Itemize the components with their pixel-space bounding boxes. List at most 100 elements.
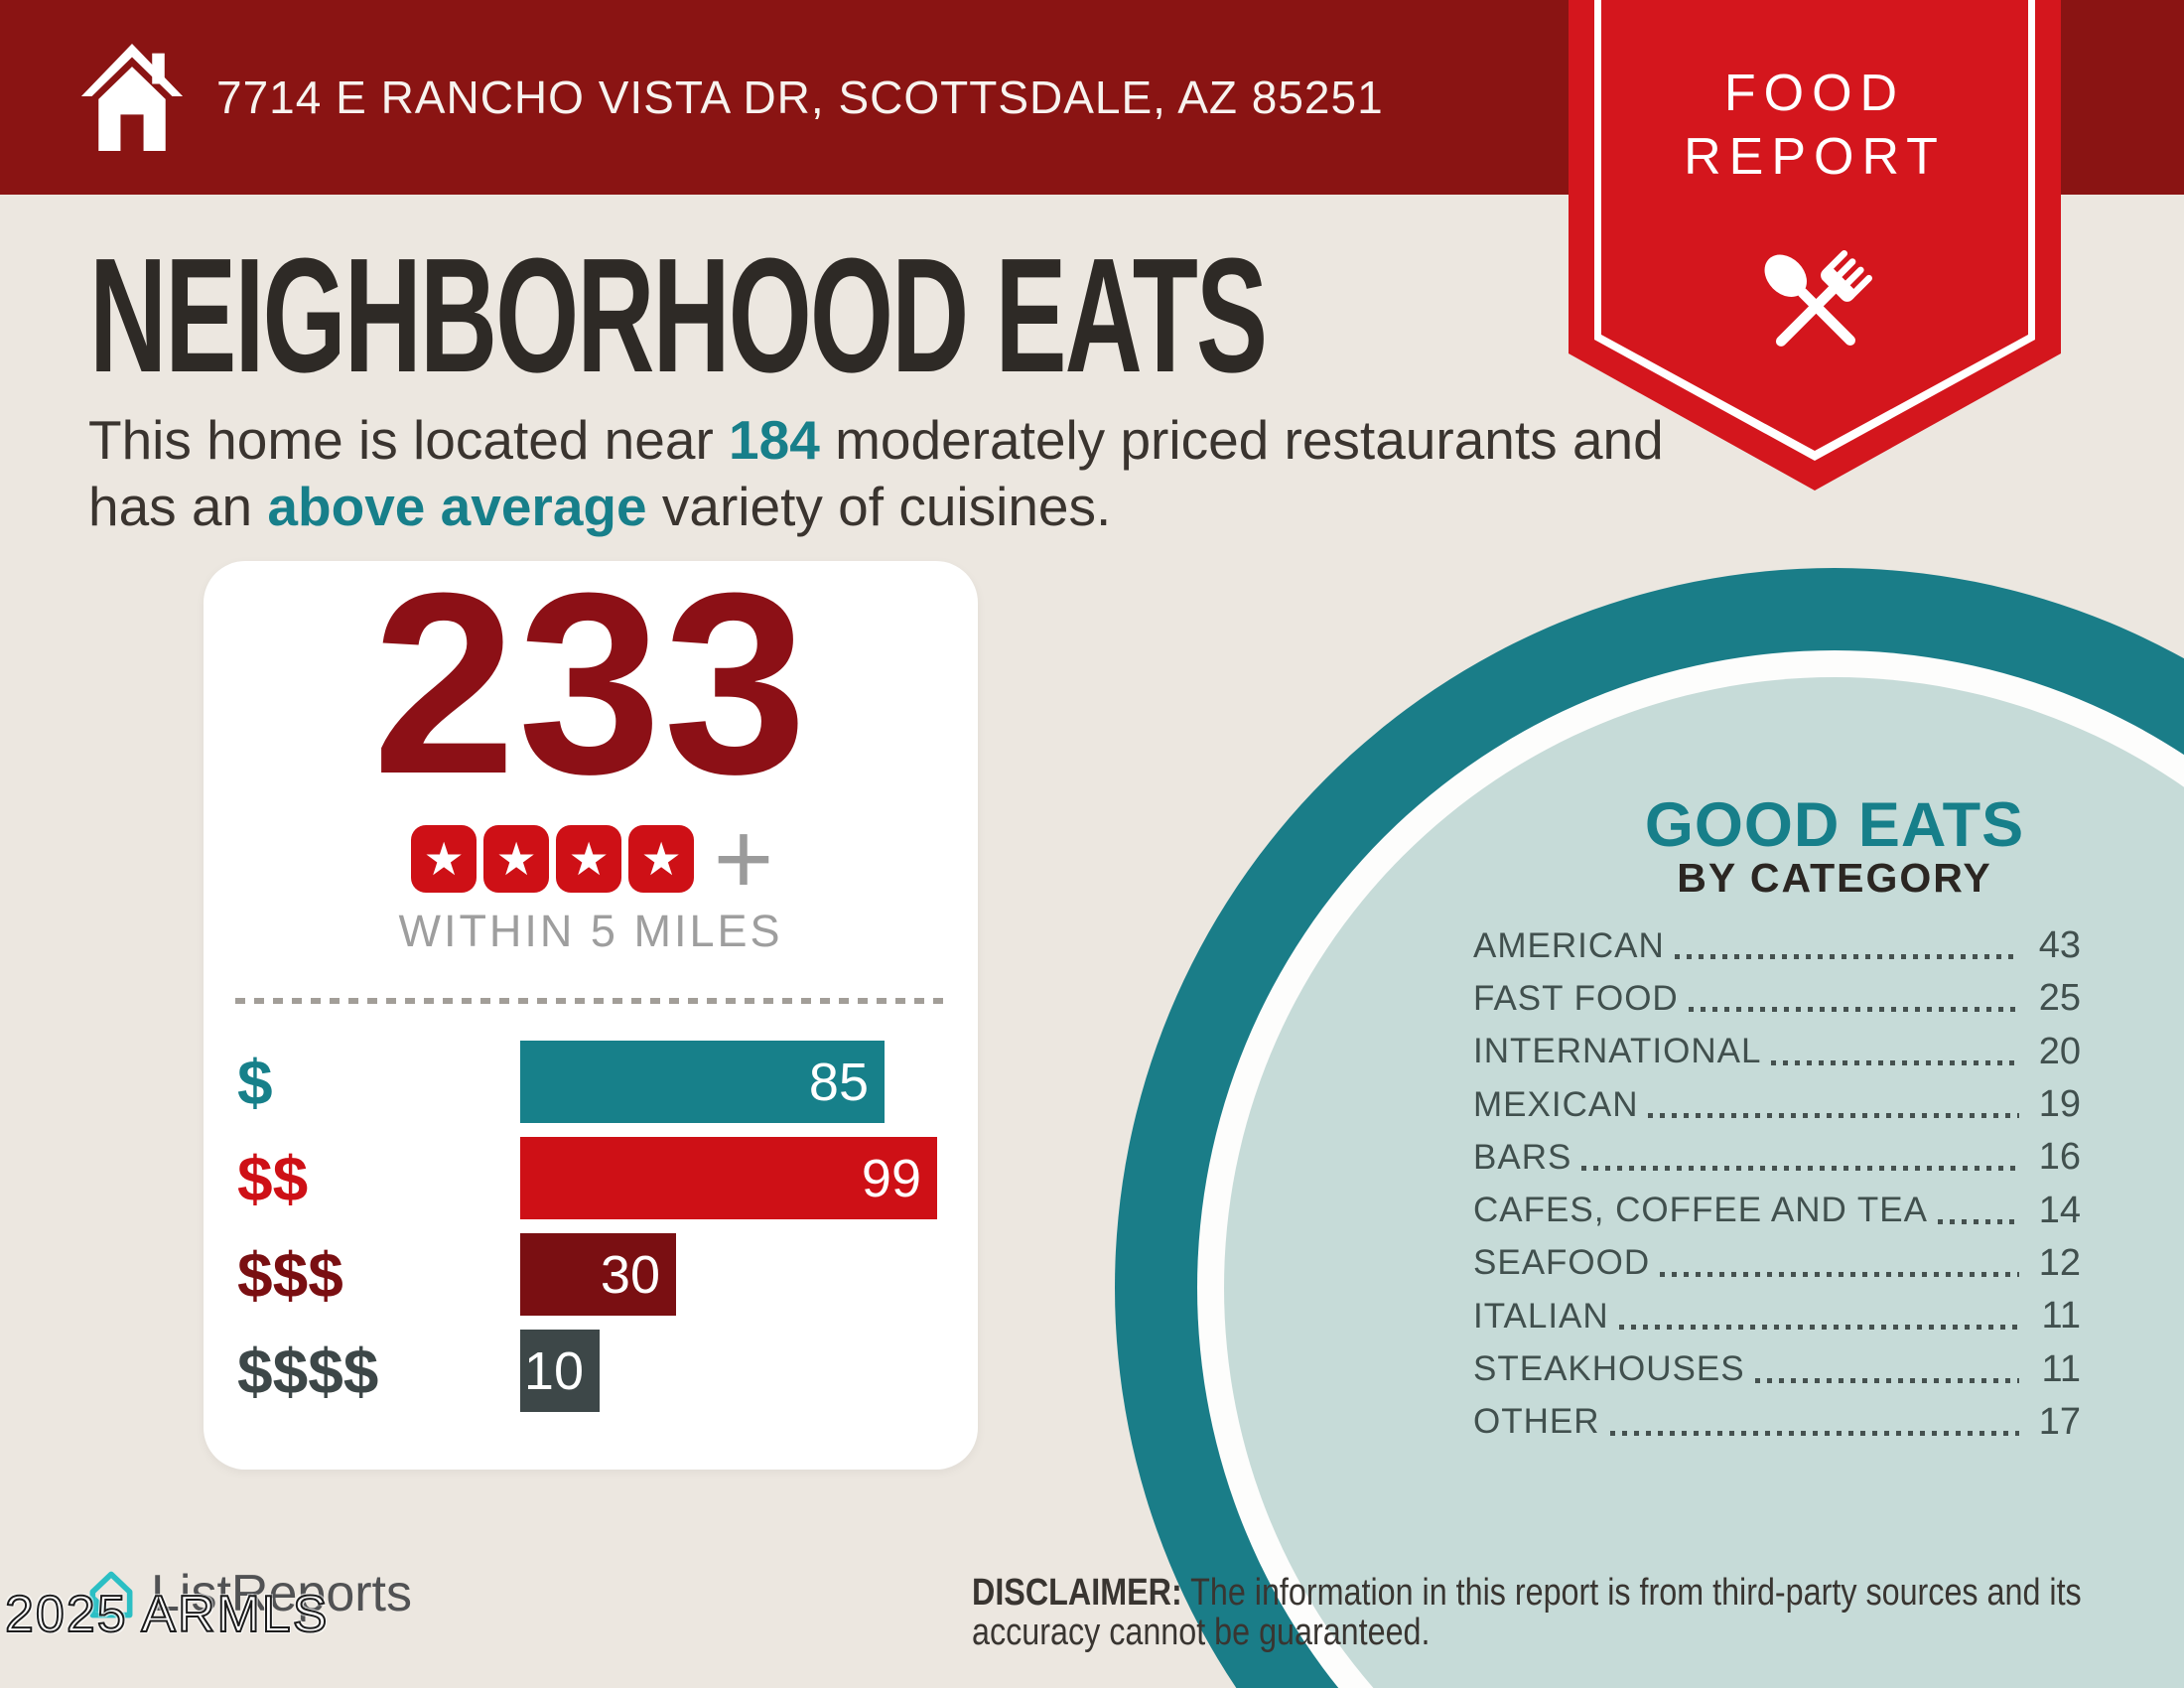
category-count: 14 — [2038, 1189, 2081, 1231]
ribbon-title: FOOD REPORT — [1569, 62, 2061, 189]
subtitle-line1: This home is located near 184 moderately… — [88, 407, 1664, 474]
price-bar-row: $$ 99 — [204, 1137, 978, 1219]
dotted-leader — [1674, 954, 2019, 960]
bar-value: 10 — [523, 1340, 584, 1401]
category-row: FAST FOOD 25 — [1473, 972, 2081, 1025]
spoon-fork-icon — [1764, 249, 1872, 347]
category-row: SEAFOOD 12 — [1473, 1237, 2081, 1290]
bar-value: 99 — [861, 1148, 921, 1208]
listreports-house-icon — [89, 1571, 133, 1618]
price-bar-row: $85 — [204, 1041, 978, 1123]
bar-track: 85 — [520, 1041, 938, 1123]
category-label: BARS — [1473, 1137, 1572, 1177]
category-row: OTHER 17 — [1473, 1396, 2081, 1449]
category-list: AMERICAN 43 FAST FOOD 25 INTERNATIONAL 20 MEXI… — [1473, 919, 2081, 1449]
price-tier-label: $ — [237, 1046, 273, 1118]
category-row: ITALIAN 11 — [1473, 1290, 2081, 1342]
category-count: 11 — [2041, 1347, 2081, 1390]
category-row: AMERICAN 43 — [1473, 919, 2081, 972]
bar-value: 85 — [808, 1052, 869, 1112]
bar-fill: 30 — [520, 1233, 676, 1316]
good-eats-subtitle: BY CATEGORY — [1677, 855, 1992, 901]
dotted-leader — [1618, 1325, 2019, 1331]
price-tier-label: $$$ — [237, 1238, 343, 1311]
disclaimer-label: DISCLAIMER: — [972, 1572, 1182, 1614]
dotted-leader — [1581, 1166, 2019, 1172]
category-label: STEAKHOUSES — [1473, 1349, 1745, 1389]
total-restaurant-count: 233 — [372, 540, 809, 828]
price-bars: $85 $$ 99 $$$ 30 $$$$ 10 — [204, 1041, 978, 1426]
disclaimer: DISCLAIMER: The information in this repo… — [972, 1573, 2184, 1652]
dotted-leader — [1660, 1271, 2019, 1277]
home-icon — [80, 44, 184, 151]
listreports-logo-text: ListReports — [151, 1565, 412, 1622]
bar-fill: 85 — [520, 1041, 885, 1123]
category-count: 11 — [2041, 1295, 2081, 1337]
dotted-leader — [1754, 1377, 2019, 1383]
star-rating: ★ ★ ★ ★ + — [204, 801, 978, 916]
price-tier-label: $$ — [237, 1142, 309, 1214]
category-label: OTHER — [1473, 1402, 1600, 1442]
dotted-leader — [1688, 1007, 2019, 1013]
dotted-leader — [1609, 1430, 2019, 1436]
star-icon: ★ — [628, 825, 695, 893]
plus-sign: + — [713, 801, 774, 916]
subtitle-text: moderately priced restaurants and — [819, 409, 1664, 471]
dotted-leader — [1771, 1059, 2019, 1065]
category-count: 16 — [2038, 1136, 2081, 1179]
category-row: MEXICAN 19 — [1473, 1078, 2081, 1131]
dashed-divider — [235, 998, 946, 1004]
dotted-leader — [1648, 1113, 2019, 1119]
star-row-tiles: ★ ★ ★ ★ — [408, 825, 698, 893]
subtitle-line2: has an above average variety of cuisines… — [88, 474, 1664, 540]
bar-track: 99 — [520, 1137, 938, 1219]
category-count: 12 — [2038, 1241, 2081, 1284]
category-count: 19 — [2038, 1083, 2081, 1126]
category-label: FAST FOOD — [1473, 978, 1679, 1018]
disclaimer-text: The information in this report is from t… — [972, 1572, 2082, 1653]
good-eats-title: GOOD EATS — [1644, 790, 2025, 860]
subtitle-text: variety of cuisines. — [646, 476, 1112, 537]
bar-track: 10 — [520, 1330, 938, 1412]
bar-fill: 10 — [520, 1330, 600, 1412]
armls-watermark: 2025 ARMLS — [4, 1585, 330, 1644]
variety-highlight: above average — [267, 476, 647, 537]
property-address: 7714 E RANCHO VISTA DR, SCOTTSDALE, AZ 8… — [216, 71, 1384, 123]
category-row: STEAKHOUSES 11 — [1473, 1342, 2081, 1395]
category-count: 17 — [2038, 1400, 2081, 1443]
star-icon: ★ — [483, 825, 550, 893]
category-row: INTERNATIONAL 20 — [1473, 1026, 2081, 1078]
bar-fill: 99 — [520, 1137, 937, 1219]
subtitle-text: has an — [88, 476, 268, 537]
category-label: INTERNATIONAL — [1473, 1032, 1762, 1071]
star-icon: ★ — [411, 825, 478, 893]
star-icon: ★ — [556, 825, 622, 893]
radius-label: WITHIN 5 MILES — [398, 906, 783, 956]
bar-value: 30 — [600, 1244, 660, 1305]
category-label: AMERICAN — [1473, 925, 1665, 965]
category-label: SEAFOOD — [1473, 1243, 1651, 1283]
bar-track: 30 — [520, 1233, 938, 1316]
page-title: NEIGHBORHOOD EATS — [89, 224, 1268, 406]
price-bar-row: $$$$ 10 — [204, 1330, 978, 1412]
price-bar-row: $$$ 30 — [204, 1233, 978, 1316]
category-label: ITALIAN — [1473, 1296, 1609, 1336]
category-row: BARS 16 — [1473, 1131, 2081, 1184]
category-count: 43 — [2038, 924, 2081, 967]
price-tier-label: $$$$ — [237, 1335, 379, 1407]
category-count: 20 — [2038, 1030, 2081, 1072]
ribbon-title-line2: REPORT — [1684, 128, 1946, 186]
category-label: CAFES, COFFEE AND TEA — [1473, 1191, 1928, 1230]
category-row: CAFES, COFFEE AND TEA 14 — [1473, 1184, 2081, 1236]
listreports-logo: ListReports — [83, 1565, 500, 1634]
restaurant-count-highlight: 184 — [729, 409, 820, 471]
category-count: 25 — [2038, 977, 2081, 1020]
ribbon-title-line1: FOOD — [1723, 65, 1906, 122]
summary-card: 233 ★ ★ ★ ★ + WITHIN 5 MILES $85 $$ 99 $$$ 30 $$… — [204, 555, 978, 1470]
subtitle-text: This home is located near — [88, 409, 730, 471]
category-label: MEXICAN — [1473, 1084, 1639, 1124]
page-subtitle: This home is located near 184 moderately… — [88, 407, 1664, 540]
dotted-leader — [1937, 1218, 2019, 1224]
food-report-ribbon: FOOD REPORT — [1569, 0, 2061, 491]
